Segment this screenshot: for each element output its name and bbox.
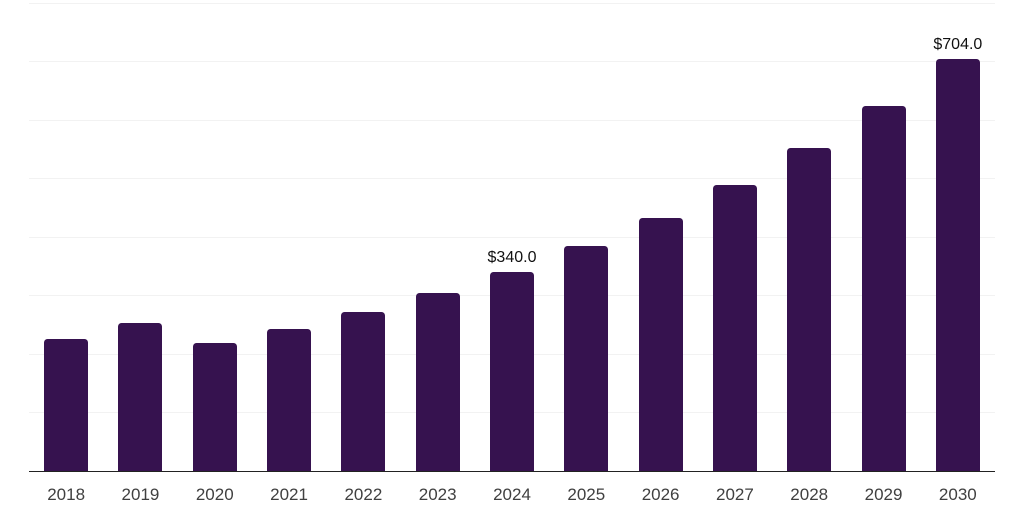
x-axis-line: [29, 470, 995, 472]
x-tick-label-2029: 2029: [864, 485, 903, 504]
gridline-700: [29, 61, 995, 63]
x-tick-label-2020: 2020: [195, 485, 234, 504]
bar-2024: [490, 271, 534, 471]
bar-2020: [192, 343, 237, 471]
x-tick-label-2021: 2021: [270, 485, 308, 504]
gridline-800: [29, 2, 995, 4]
x-tick-label-2019: 2019: [121, 485, 160, 504]
bar-2027: [712, 184, 757, 471]
bar-2023: [415, 293, 460, 471]
gridline-400: [29, 236, 995, 238]
bar-2019: [118, 323, 163, 471]
x-tick-label-2025: 2025: [567, 485, 606, 504]
bar-value-label-2024: $340.0: [487, 248, 537, 266]
bar-2028: [787, 147, 832, 471]
bar-2025: [564, 246, 609, 471]
x-tick-label-2022: 2022: [344, 485, 383, 504]
bar-value-label-2030: $704.0: [933, 35, 983, 53]
x-tick-label-2018: 2018: [47, 485, 86, 504]
x-tick-label-2027: 2027: [716, 485, 754, 504]
bar-2022: [341, 312, 386, 471]
bar-2030: [935, 58, 980, 471]
bar-2026: [638, 217, 683, 471]
gridline-500: [29, 178, 995, 180]
bar-2018: [44, 339, 89, 471]
x-tick-label-2028: 2028: [790, 485, 829, 504]
x-tick-label-2026: 2026: [641, 485, 680, 504]
x-tick-label-2030: 2030: [938, 485, 977, 504]
x-tick-label-2023: 2023: [418, 485, 457, 504]
bar-2021: [267, 329, 312, 471]
gridline-600: [29, 119, 995, 121]
bar-2029: [861, 106, 906, 471]
x-tick-label-2024: 2024: [493, 485, 531, 504]
